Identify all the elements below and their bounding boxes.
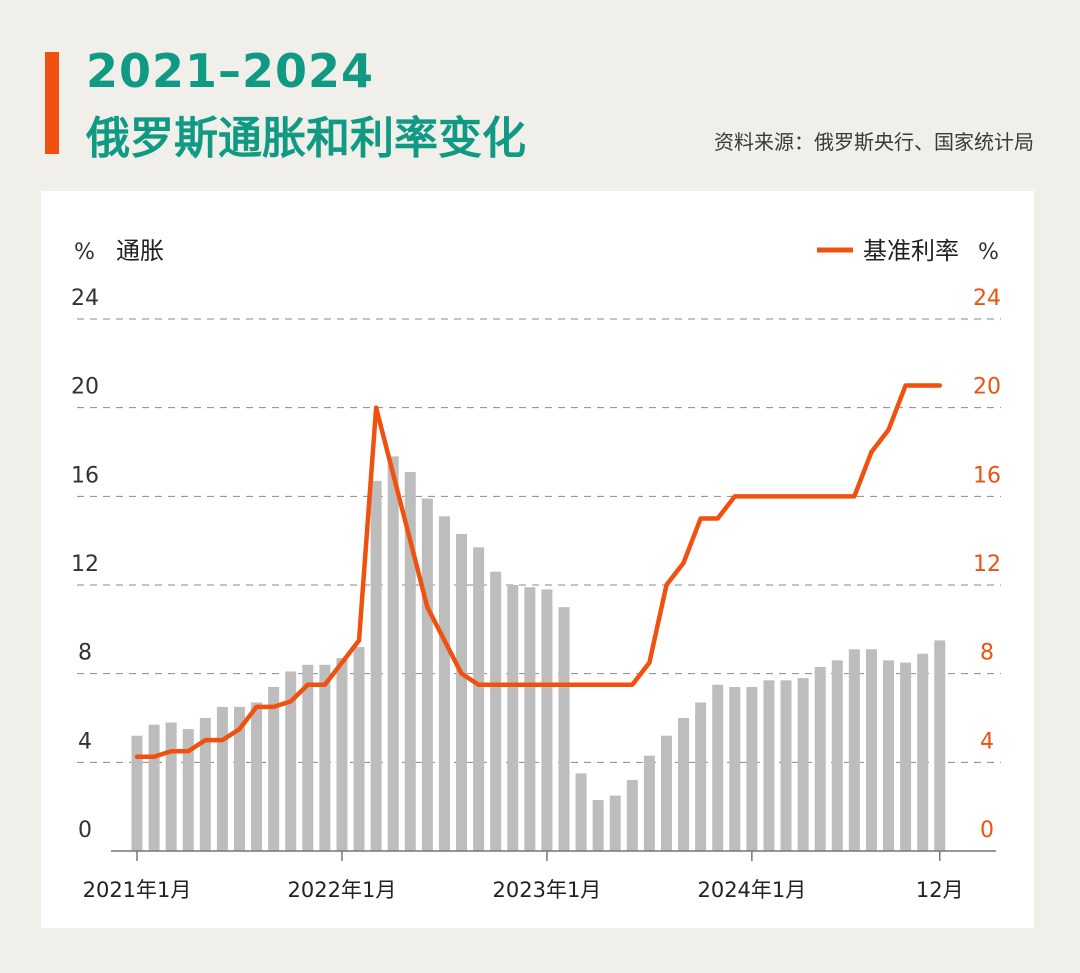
inflation-bar [865,649,877,851]
chart-svg: 2021年1月 2022年1月 2023年1月 2024年1月 12月 24 20 16 12… [71,237,1001,902]
inflation-bar [404,471,416,851]
inflation-bar [336,658,348,851]
inflation-bar [712,684,724,851]
inflation-bar [831,660,843,851]
inflation-bar [883,660,895,851]
left-tick-label: 20 [71,375,99,400]
right-tick-label: 12 [973,552,1001,577]
page-title: 俄罗斯通胀和利率变化 [86,113,526,164]
inflation-bar [438,516,450,851]
inflation-bars [131,456,946,851]
right-tick-label: 24 [973,286,1001,311]
inflation-bar [370,480,382,851]
chart-card: 2021年1月 2022年1月 2023年1月 2024年1月 12月 24 20 16 12… [41,191,1034,928]
left-tick-label: 0 [78,818,92,843]
inflation-bar [848,649,860,851]
inflation-bar [558,607,570,851]
inflation-bar [609,795,621,851]
inflation-bar [302,664,314,851]
inflation-bar [814,667,826,851]
inflation-bar [626,780,638,851]
right-tick-label: 16 [973,463,1001,488]
x-tick-label: 2023年1月 [493,878,602,902]
inflation-bar [148,724,160,851]
inflation-bar [695,702,707,851]
left-tick-label: 8 [78,641,92,666]
x-tick-label: 12月 [916,878,964,902]
inflation-bar [780,680,792,851]
inflation-bar [233,706,245,851]
inflation-bar [421,498,433,851]
inflation-bar [353,647,365,851]
inflation-bar [165,722,177,851]
inflation-bar [490,571,502,851]
right-axis-ticks: 24 20 16 12 8 4 0 [973,286,1001,843]
inflation-bar [643,755,655,851]
inflation-bar [678,718,690,851]
inflation-bar [285,671,297,851]
legend-label: 基准利率 [863,237,959,265]
rate-line [134,383,943,760]
left-tick-label: 16 [71,463,99,488]
x-axis-ticks: 2021年1月 2022年1月 2023年1月 2024年1月 12月 [83,851,964,902]
left-tick-label: 4 [78,729,92,754]
inflation-bar [660,735,672,851]
inflation-bar [524,587,536,851]
x-tick-label: 2022年1月 [288,878,397,902]
inflation-bar [507,585,519,851]
right-axis-unit: % [978,240,999,265]
inflation-bar [387,456,399,851]
left-axis-ticks: 24 20 16 12 8 4 0 [71,286,99,843]
inflation-bar [251,702,263,851]
x-tick-label: 2024年1月 [697,878,806,902]
inflation-bar [917,653,929,851]
right-tick-label: 8 [980,641,994,666]
inflation-bar [746,686,758,851]
inflation-bar [934,640,946,851]
data-source-note: 资料来源：俄罗斯央行、国家统计局 [714,130,1034,154]
inflation-bar [763,680,775,851]
right-tick-label: 20 [973,375,1001,400]
right-tick-label: 4 [980,729,994,754]
inflation-bar [541,589,553,851]
gridlines [77,318,1001,763]
inflation-bar [729,686,741,851]
inflation-bar [216,706,228,851]
left-axis-unit: % [74,240,95,265]
left-tick-label: 24 [71,286,99,311]
inflation-bar [592,800,604,851]
inflation-bar [131,735,143,851]
title-accent-bar [45,52,59,154]
inflation-bar [199,718,211,851]
inflation-bar [797,678,809,851]
right-tick-label: 0 [980,818,994,843]
inflation-bar [575,773,587,851]
x-tick-label: 2021年1月 [83,878,192,902]
inflation-bar [473,547,485,851]
inflation-bar [268,686,280,851]
left-tick-label: 12 [71,552,99,577]
page-title-years: 2021–2024 [86,44,375,98]
inflation-bar [456,534,468,851]
left-axis-label: 通胀 [116,237,164,265]
inflation-bar [182,729,194,851]
inflation-bar [319,664,331,851]
inflation-bar [900,662,912,851]
